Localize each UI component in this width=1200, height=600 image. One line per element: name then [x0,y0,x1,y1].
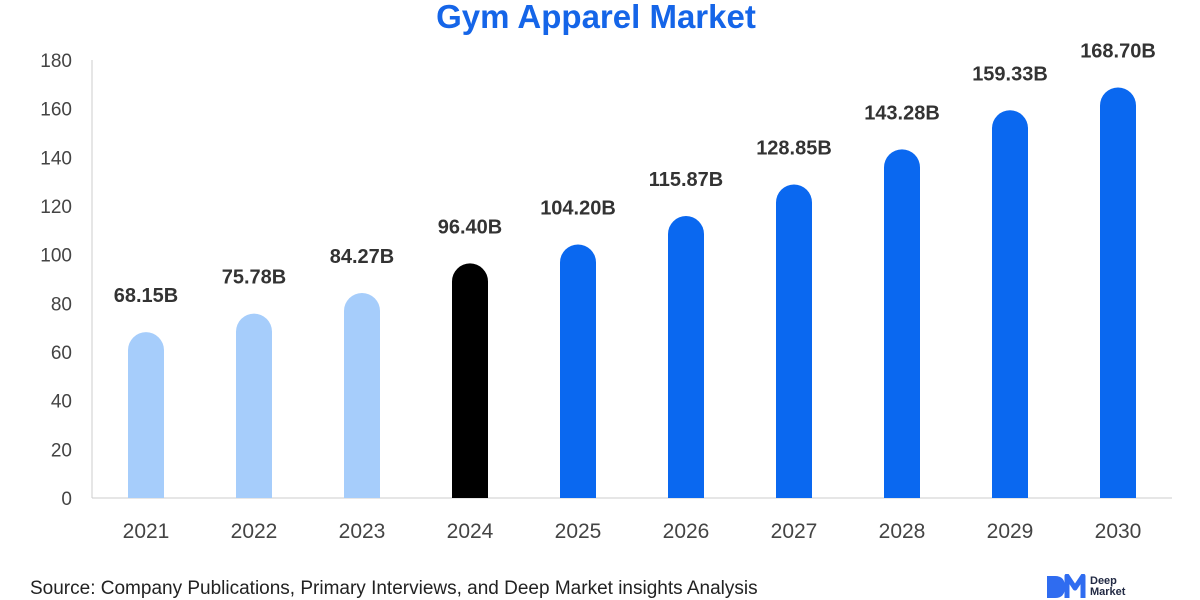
data-label: 115.87B [649,169,724,191]
x-tick-labels: 2021 2022 2023 2024 2025 2026 2027 2028 2029 2030 [123,520,1142,543]
x-tick-label: 2021 [123,520,170,543]
source-note: Source: Company Publications, Primary In… [30,578,758,600]
x-tick-label: 2027 [771,520,818,543]
y-tick-label: 20 [51,440,72,461]
bar-2021 [128,332,164,498]
source-text: : Company Publications, Primary Intervie… [90,578,758,599]
data-label: 143.28B [864,102,940,124]
bar-2026 [668,216,704,498]
y-tick-label: 140 [40,148,72,169]
bar-2024 [452,263,488,498]
bar-2027 [776,184,812,498]
data-label: 84.27B [330,246,395,268]
data-labels: 68.15B 75.78B 84.27B 96.40B 104.20B 115.87B 12… [114,40,1156,307]
x-tick-label: 2030 [1095,520,1142,543]
deep-market-logo: Deep Market [1046,574,1125,600]
chart-title: Gym Apparel Market [436,0,756,35]
data-label: 168.70B [1080,40,1156,62]
x-tick-label: 2026 [663,520,710,543]
y-tick-label: 100 [40,246,72,267]
y-tick-label: 180 [40,51,72,72]
x-tick-label: 2023 [339,520,386,543]
bar-2023 [344,292,380,498]
logo-line-1: Deep [1090,575,1117,587]
x-tick-label: 2024 [447,520,494,543]
dm-logo-icon [1047,574,1086,598]
bar-2030 [1100,87,1136,498]
bars [128,87,1136,499]
bar-2029 [992,110,1028,498]
y-tick-label: 60 [51,343,72,364]
data-label: 68.15B [114,285,179,307]
bar-2022 [236,313,272,498]
y-tick-label: 0 [61,489,72,510]
y-tick-label: 40 [51,392,72,413]
data-label: 159.33B [972,63,1048,85]
y-tick-label: 160 [40,100,72,121]
data-label: 128.85B [756,137,832,159]
bar-2028 [884,149,920,499]
source-key: Source [30,578,91,599]
y-tick-labels: 0 20 40 60 80 100 120 140 160 180 [40,51,72,510]
data-label: 96.40B [438,216,503,238]
data-label: 75.78B [222,267,287,289]
y-tick-label: 120 [40,197,72,218]
data-label: 104.20B [540,197,616,219]
x-tick-label: 2022 [231,520,278,543]
logo-line-2: Market [1090,586,1126,598]
x-tick-label: 2028 [879,520,926,543]
logo-text: Deep Market [1090,576,1125,598]
x-tick-label: 2025 [555,520,602,543]
bar-2025 [560,244,596,498]
y-tick-label: 80 [51,294,72,315]
x-tick-label: 2029 [987,520,1034,543]
